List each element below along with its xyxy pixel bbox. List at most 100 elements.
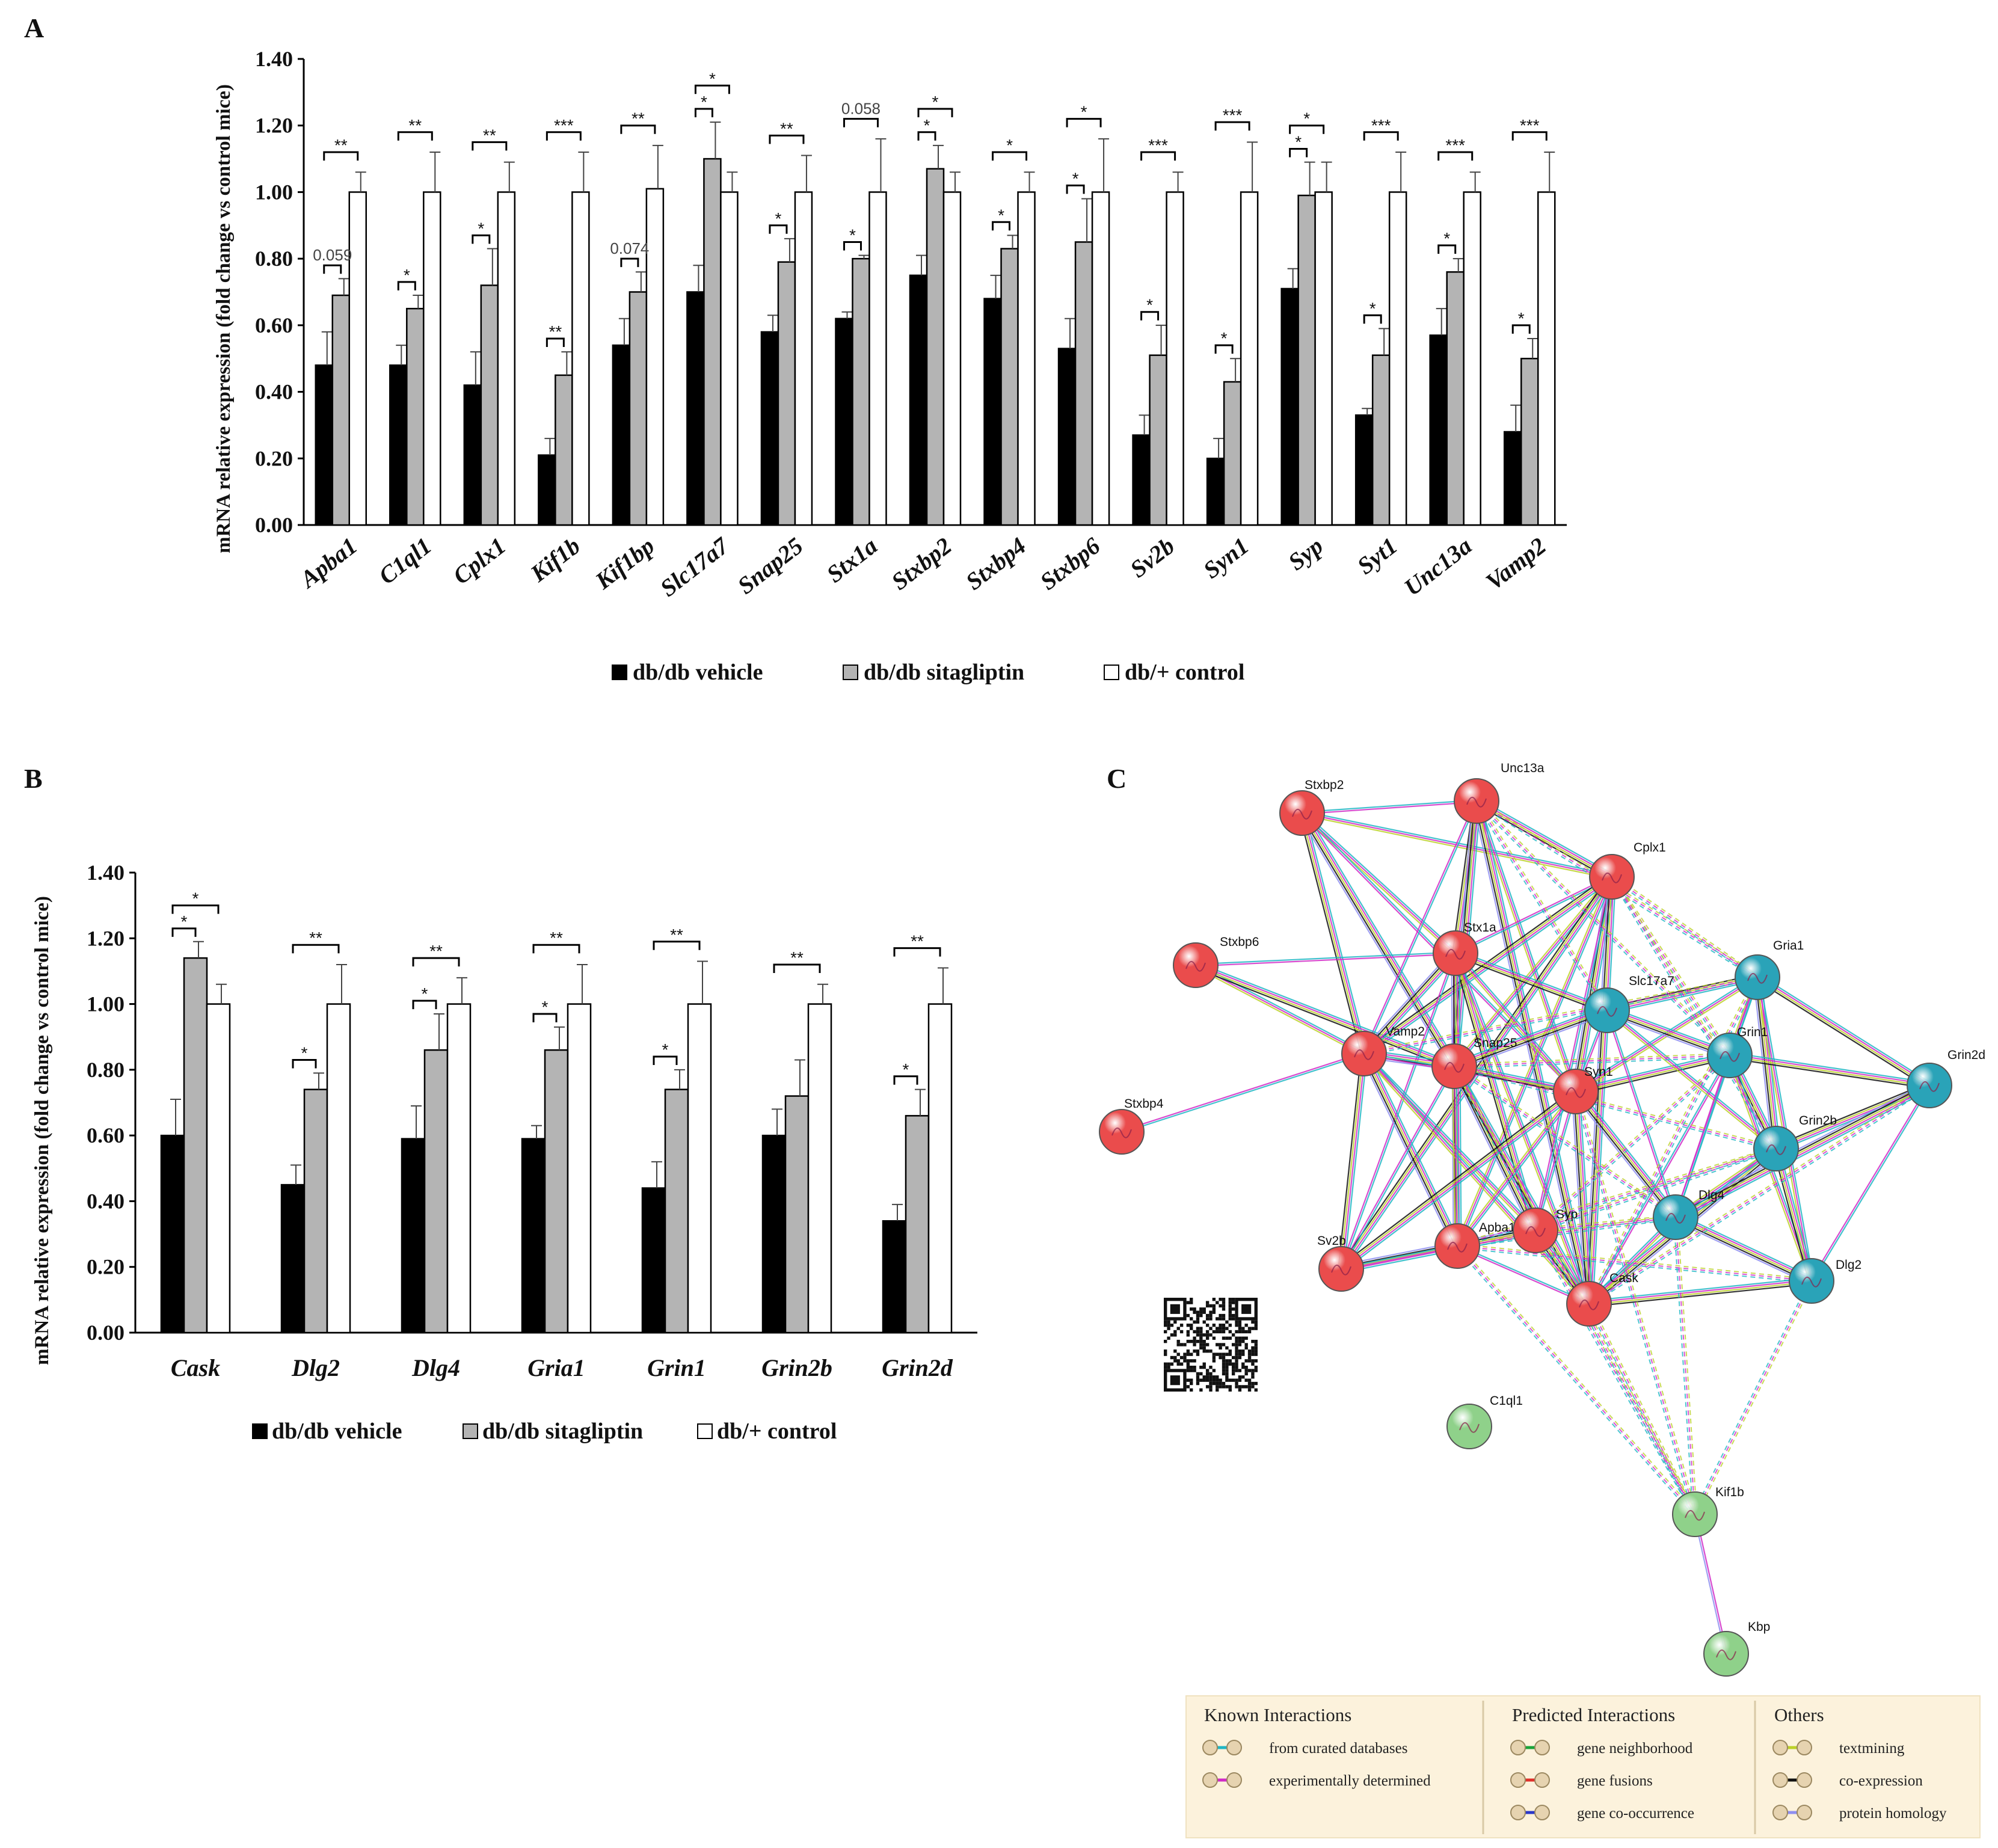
protein-structure-glyph (1466, 797, 1487, 808)
network-edge-dashed (1695, 1281, 1814, 1515)
qr-module (1231, 1355, 1235, 1360)
y-tick-label: 0.60 (255, 313, 293, 337)
network-node-label: Sv2b (1317, 1234, 1346, 1248)
qr-module (1205, 1372, 1210, 1376)
qr-module (1167, 1327, 1170, 1330)
network-edge-dashed (1454, 1055, 1730, 1067)
x-tick-label: Grin2d (882, 1354, 953, 1381)
qr-module (1190, 1317, 1193, 1321)
qr-module (1164, 1365, 1167, 1369)
x-tick-label: Syt1 (1352, 532, 1403, 580)
network-edge-dashed (1612, 874, 1759, 977)
significance-bracket (1140, 311, 1160, 321)
x-tick-label: Syn1 (1198, 532, 1254, 584)
significance-label: * (998, 206, 1004, 224)
qr-module (1222, 1362, 1226, 1366)
network-edge-dashed (1455, 1064, 1677, 1217)
qr-module (1209, 1349, 1213, 1353)
bar-db-db-sitagliptin (905, 1115, 930, 1334)
qr-module (1231, 1298, 1235, 1301)
network-edge-dashed (1587, 976, 1757, 1303)
qr-module (1241, 1385, 1245, 1389)
qr-module (1190, 1327, 1193, 1330)
qr-module (1209, 1372, 1213, 1376)
qr-module (1196, 1320, 1200, 1324)
qr-module (1251, 1372, 1255, 1376)
qr-module (1238, 1388, 1242, 1392)
qr-module (1202, 1310, 1206, 1314)
qr-module (1254, 1381, 1258, 1386)
qr-module (1205, 1333, 1210, 1337)
qr-module (1170, 1324, 1174, 1327)
network-edge (1194, 966, 1364, 1056)
bar-db---control (446, 1003, 472, 1334)
bar-db-db-sitagliptin (183, 957, 208, 1334)
significance-label: * (1443, 229, 1450, 248)
qr-module (1199, 1378, 1203, 1382)
bar-db-db-vehicle (1132, 434, 1151, 526)
y-tick-label: 1.40 (255, 47, 293, 71)
bar-db-db-vehicle (1206, 458, 1225, 526)
qr-module (1238, 1330, 1242, 1334)
protein-structure-glyph (1292, 809, 1312, 820)
network-node-label: Grin2b (1799, 1114, 1837, 1128)
significance-bracket (620, 124, 656, 134)
qr-module (1231, 1313, 1235, 1318)
network-edge-dashed (1588, 1085, 1930, 1304)
qr-module (1216, 1388, 1219, 1392)
qr-module (1196, 1372, 1200, 1376)
network-edge (1607, 1010, 1677, 1217)
x-tick-label: Sv2b (1125, 532, 1179, 583)
network-edge (1456, 950, 1609, 1008)
qr-module (1235, 1330, 1238, 1334)
significance-bracket (171, 904, 220, 914)
significance-bracket (694, 108, 713, 118)
qr-module (1219, 1352, 1222, 1356)
qr-module (1167, 1336, 1170, 1340)
qr-module (1173, 1359, 1177, 1363)
bar-db---control (326, 1003, 351, 1334)
qr-module (1199, 1343, 1203, 1346)
network-node-label: Slc17a7 (1629, 974, 1674, 988)
significance-label: *** (1520, 116, 1540, 135)
qr-module (1228, 1352, 1232, 1356)
qr-module (1202, 1307, 1206, 1311)
qr-module (1212, 1330, 1216, 1334)
network-edge (1455, 1090, 1575, 1245)
qr-module (1244, 1336, 1248, 1340)
qr-module (1164, 1349, 1167, 1353)
bar-db-db-sitagliptin (1520, 357, 1539, 526)
y-tick-label: 0.80 (87, 1058, 124, 1082)
qr-module (1241, 1327, 1245, 1330)
significance-label: * (1221, 329, 1228, 348)
qr-module (1231, 1317, 1235, 1321)
protein-structure-glyph (1665, 1213, 1686, 1224)
network-legend-node (1226, 1740, 1242, 1755)
qr-module (1231, 1343, 1235, 1346)
network-node-label: Grin1 (1737, 1025, 1768, 1039)
network-edge-dashed (1534, 1053, 1729, 1230)
qr-module (1190, 1365, 1193, 1369)
qr-module (1202, 1365, 1206, 1369)
network-edge-dashed (1477, 799, 1609, 1010)
qr-module (1164, 1362, 1167, 1366)
qr-module (1241, 1375, 1245, 1379)
network-edge (1812, 1085, 1931, 1282)
qr-module (1196, 1352, 1200, 1356)
qr-module (1247, 1330, 1252, 1334)
qr-module (1251, 1362, 1255, 1366)
bar-db-db-vehicle (882, 1220, 907, 1334)
network-edge (1577, 1091, 1592, 1304)
network-edge (1302, 812, 1366, 1054)
qr-module (1216, 1343, 1219, 1346)
qr-module (1222, 1317, 1226, 1321)
qr-module (1202, 1346, 1206, 1350)
network-edge (1695, 1514, 1728, 1654)
qr-module (1235, 1378, 1238, 1382)
network-legend-node (1534, 1772, 1550, 1788)
qr-module (1251, 1327, 1255, 1330)
qr-module (1193, 1330, 1196, 1334)
panel-a-letter: A (24, 13, 44, 43)
qr-module (1225, 1375, 1229, 1379)
network-edge-dashed (1694, 1280, 1812, 1515)
